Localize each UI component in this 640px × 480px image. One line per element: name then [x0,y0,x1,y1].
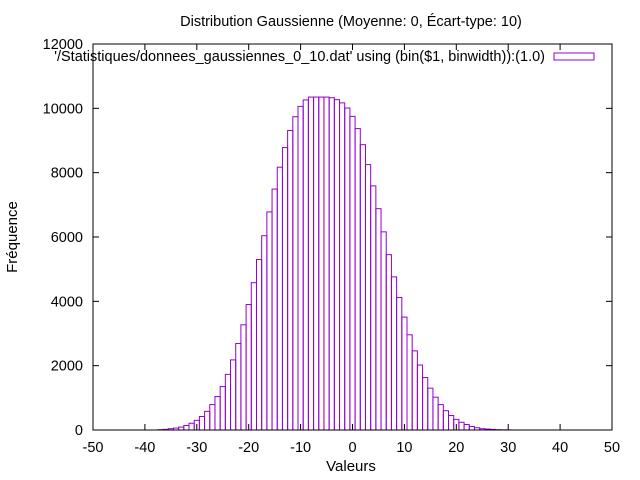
x-tick-label: 10 [396,440,412,456]
histogram-bar [250,282,257,431]
histogram-bar [375,208,382,431]
x-tick-label: -30 [186,440,207,456]
histogram-bar [468,425,475,431]
x-tick-label: -50 [83,440,104,456]
y-tick-label: 12000 [43,37,83,53]
x-tick-label: -20 [238,440,259,456]
histogram-bar [281,147,289,431]
histogram-bar [385,254,392,431]
legend-swatch [553,52,595,61]
histogram-bar [198,415,206,431]
histogram-bar [297,105,304,431]
x-tick-label: -10 [290,440,311,456]
histogram-bar [313,96,320,431]
x-axis-label: Valeurs [326,458,376,475]
x-tick-label: -40 [134,440,155,456]
y-tick-label: 10000 [43,101,83,117]
y-tick-label: 4000 [51,294,83,310]
histogram-bar [380,231,387,431]
histogram-bar [432,396,439,431]
y-tick-label: 6000 [51,230,83,246]
y-tick-label: 2000 [51,359,83,375]
histogram-bar [349,115,356,431]
histogram-bar [271,188,278,431]
x-tick-label: 20 [448,440,464,456]
histogram-bar [302,99,309,431]
histogram-bar [328,97,335,431]
histogram-bar [344,107,351,431]
histogram-bar [448,415,455,431]
histogram-bar [370,185,377,431]
histogram-bar [292,116,299,431]
x-tick-label: 0 [348,440,356,456]
histogram-bar [266,211,273,431]
histogram-bar [235,342,242,431]
histogram-bar [396,296,403,431]
histogram-bar [401,316,408,431]
legend-label: '/Statistiques/donnees_gaussiennes_0_10.… [54,49,545,65]
histogram-bar [219,386,226,431]
histogram-bar [204,410,211,431]
histogram-bar [287,130,294,431]
histogram-bar [183,425,190,431]
histogram-bar [463,424,470,431]
x-tick-label: 40 [552,440,568,456]
histogram-bar [364,164,372,431]
histogram-bar [339,102,346,431]
chart-title: Distribution Gaussienne (Moyenne: 0, Éca… [180,13,522,30]
legend: '/Statistiques/donnees_gaussiennes_0_10.… [54,49,595,65]
histogram-bar [359,144,366,431]
histogram-bar [333,99,341,431]
histogram-bar [245,304,252,431]
histogram-bar [427,387,434,431]
histogram-bar [416,364,424,431]
x-tick-label: 30 [500,440,516,456]
y-tick-label: 8000 [51,166,83,182]
histogram-bar [390,276,398,431]
histogram-bar [318,96,325,431]
y-ticks: 0 2000 4000 6000 8000 10000 12000 [43,37,612,439]
histogram-bar [214,396,221,431]
y-tick-label: 0 [75,423,83,439]
histogram-bar [411,350,418,431]
histogram-bar [261,235,268,431]
histogram-bar [255,259,263,431]
histogram-bar [276,166,283,431]
histogram-bar [224,373,232,431]
y-axis-label: Fréquence [4,201,21,273]
histogram-bar [323,96,330,431]
histogram-bar [437,404,444,431]
histogram-bar [230,359,237,431]
histogram-bar [442,410,450,431]
histogram-bar [209,404,216,431]
x-tick-label: 50 [604,440,620,456]
plot-frame [92,43,613,431]
bars-group [157,96,512,431]
histogram-bar [458,421,465,431]
histogram-bar [307,96,315,431]
histogram-bar [188,422,195,431]
histogram-bar [406,334,413,431]
histogram-bar [354,128,361,431]
histogram-bar [422,377,429,431]
x-ticks: -50 -40 -30 -20 -10 0 10 20 30 40 50 [83,44,620,456]
histogram-bar [240,324,247,431]
